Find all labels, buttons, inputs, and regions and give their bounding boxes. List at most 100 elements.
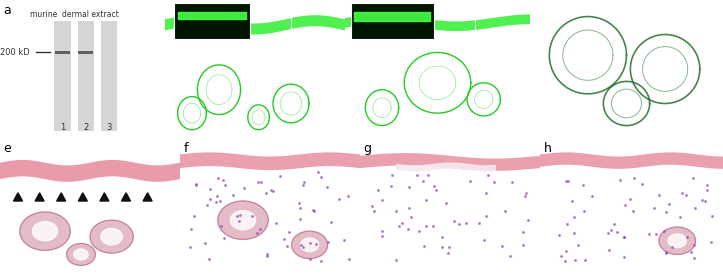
Point [520,194,531,198]
Point [611,230,623,234]
Bar [228,16,291,42]
Point [406,214,417,219]
Point [419,244,430,248]
Point [578,209,590,213]
Point [561,222,573,226]
Point [443,245,455,249]
Text: 200 kD: 200 kD [0,48,30,57]
Point [496,244,508,248]
Point [650,232,662,236]
FancyBboxPatch shape [77,21,94,131]
Point [403,185,415,189]
Point [238,185,249,190]
Point [427,224,439,229]
Point [377,198,388,202]
Point [606,228,617,233]
Point [262,254,273,258]
Point [307,208,319,213]
Point [325,220,336,224]
Point [625,197,636,201]
Polygon shape [78,193,87,201]
Point [386,172,398,177]
Bar [351,3,434,39]
Point [211,194,223,198]
Point [255,180,267,184]
Point [689,206,701,210]
Point [628,176,640,181]
Point [701,183,713,188]
Point [628,208,639,213]
Point [681,235,693,239]
Polygon shape [143,193,152,201]
Text: 3: 3 [106,123,111,133]
Point [675,214,686,219]
Point [184,244,196,249]
Point [666,244,677,249]
Polygon shape [668,234,686,248]
Point [310,242,322,246]
Text: g: g [364,142,372,155]
Point [212,176,223,180]
Point [402,226,414,231]
Point [608,222,620,226]
Point [482,173,493,178]
Point [315,258,326,263]
Polygon shape [90,220,133,253]
Polygon shape [345,15,530,31]
Polygon shape [165,15,345,34]
Point [234,219,245,223]
Point [261,251,273,256]
Point [562,179,573,183]
Point [395,221,407,225]
Point [210,200,222,204]
Text: e: e [4,142,12,155]
Point [696,198,708,202]
Point [298,180,309,185]
Point [474,221,485,226]
Polygon shape [121,193,130,201]
Polygon shape [360,153,540,171]
Point [500,209,511,214]
Point [570,257,581,262]
Point [297,245,309,249]
Polygon shape [540,152,723,169]
Point [403,206,415,210]
Point [367,204,378,208]
FancyBboxPatch shape [78,51,93,54]
Point [440,201,451,205]
Text: d: d [534,4,542,17]
Point [479,238,490,243]
Point [217,178,228,182]
Polygon shape [180,152,360,170]
Point [688,175,699,180]
Point [663,202,675,206]
Point [560,179,572,184]
Point [429,188,441,192]
Point [215,224,227,228]
Point [464,179,476,183]
Polygon shape [231,211,256,230]
Point [706,240,717,244]
Point [586,193,597,198]
Point [619,203,630,207]
Point [413,229,424,233]
Polygon shape [35,193,44,201]
Point [658,229,669,233]
Point [688,243,700,247]
Polygon shape [74,249,88,260]
Point [204,187,215,192]
Point [411,173,423,177]
Point [560,249,572,254]
Point [295,217,307,222]
Point [442,251,453,255]
Point [390,258,401,262]
Text: h: h [544,142,552,155]
Point [214,199,226,204]
Point [260,191,271,196]
Point [701,188,713,192]
Point [297,182,309,187]
Point [553,232,565,237]
Point [643,232,655,236]
Point [577,183,589,188]
Point [199,241,210,246]
